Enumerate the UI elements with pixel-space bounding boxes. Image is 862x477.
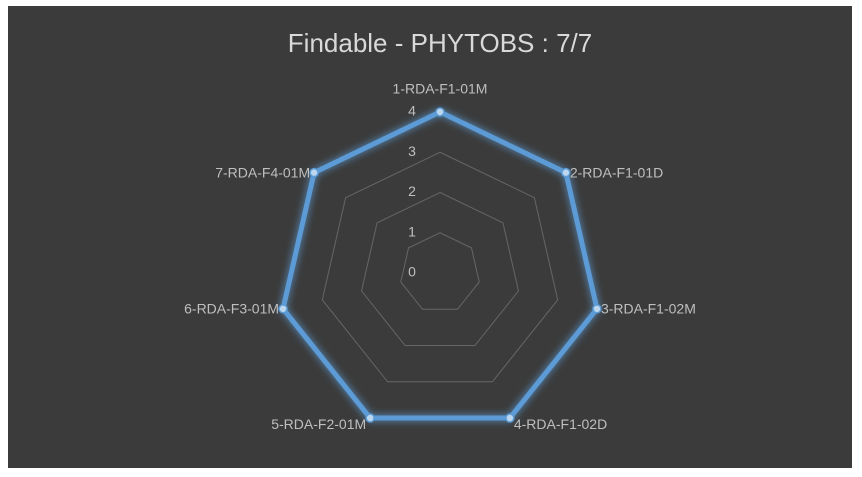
category-label: 7-RDA-F4-01M <box>215 164 310 180</box>
data-point <box>365 413 375 423</box>
category-label: 2-RDA-F1-01D <box>570 164 663 180</box>
series-line <box>280 109 600 421</box>
plot-background <box>8 6 852 468</box>
category-label: 4-RDA-F1-02D <box>514 416 607 432</box>
chart-title: Findable - PHYTOBS : 7/7 <box>288 28 592 58</box>
category-label: 1-RDA-F1-01M <box>393 81 488 97</box>
grid-ring <box>400 232 480 310</box>
r-tick-label: 2 <box>408 183 416 199</box>
category-label: 5-RDA-F2-01M <box>271 416 366 432</box>
category-label: 3-RDA-F1-02M <box>601 301 696 317</box>
data-point <box>561 167 571 178</box>
grid-ring <box>321 151 559 383</box>
r-tick-label: 3 <box>408 143 416 159</box>
data-point <box>505 413 515 423</box>
data-point <box>435 107 445 117</box>
data-point <box>278 304 288 314</box>
grid-ring <box>360 191 520 347</box>
r-tick-label: 0 <box>408 264 416 280</box>
r-tick-label: 1 <box>408 223 416 239</box>
r-tick-label: 4 <box>408 103 416 119</box>
data-point <box>309 167 319 178</box>
data-point <box>592 304 602 314</box>
category-label: 6-RDA-F3-01M <box>184 301 279 317</box>
